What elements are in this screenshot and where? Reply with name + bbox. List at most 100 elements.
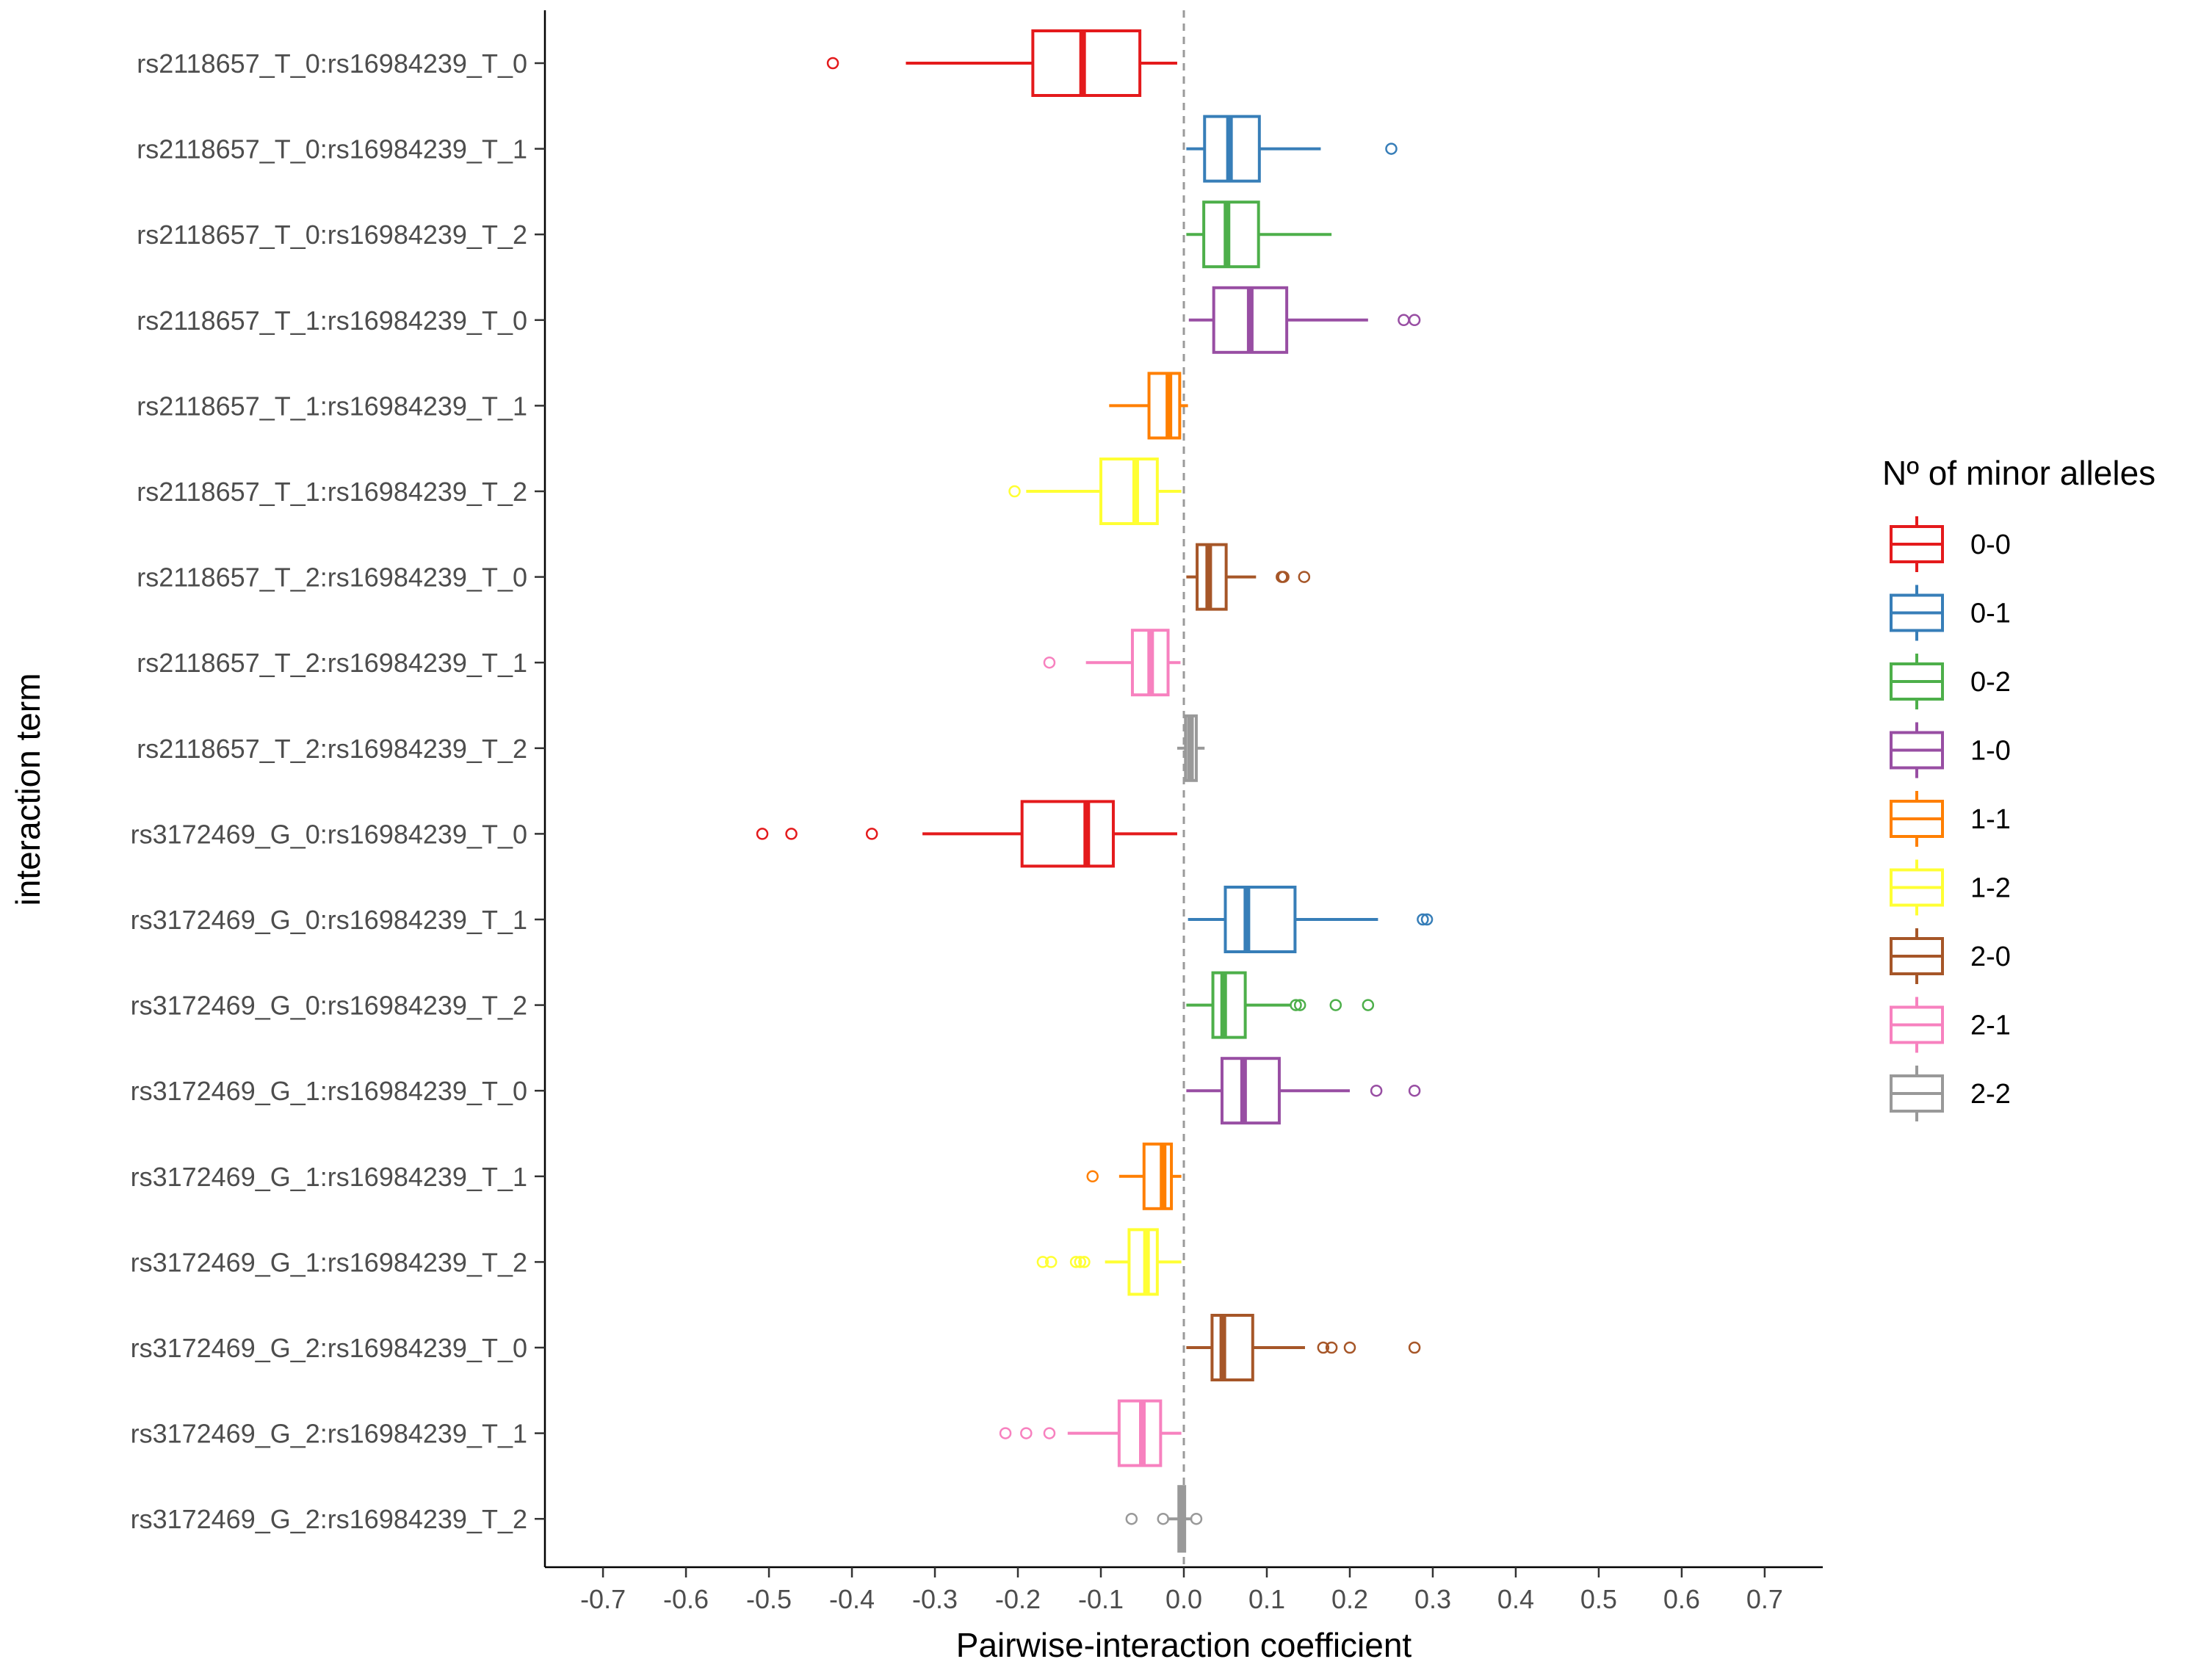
outlier-point (1044, 1256, 1058, 1268)
outlier-point (1277, 571, 1290, 583)
box-iqr (1220, 1057, 1281, 1125)
y-tick-label: rs3172469_G_2:rs16984239_T_2 (131, 1504, 527, 1534)
x-tick-label: 0.5 (1580, 1584, 1617, 1614)
x-axis-title: Pairwise-interaction coefficient (956, 1626, 1412, 1664)
box-iqr (1211, 971, 1247, 1039)
y-tick-label: rs2118657_T_0:rs16984239_T_2 (137, 220, 527, 250)
y-tick-label: rs2118657_T_2:rs16984239_T_1 (137, 648, 527, 678)
y-tick-label: rs2118657_T_1:rs16984239_T_1 (137, 391, 527, 421)
x-tick-label: 0.3 (1414, 1584, 1451, 1614)
outlier-point (1043, 656, 1056, 669)
y-tick-label: rs3172469_G_0:rs16984239_T_2 (131, 991, 527, 1021)
y-tick-label: rs2118657_T_1:rs16984239_T_2 (137, 477, 527, 507)
outlier-point (1078, 1256, 1091, 1268)
outlier-point (1362, 999, 1375, 1011)
box-0-1 (1188, 886, 1434, 953)
y-tick-label: rs3172469_G_2:rs16984239_T_1 (131, 1419, 527, 1449)
y-tick-label: rs2118657_T_1:rs16984239_T_0 (137, 306, 527, 336)
box-1-2 (1036, 1228, 1182, 1296)
x-tick-label: -0.3 (912, 1584, 958, 1614)
outlier-point (826, 57, 839, 70)
outlier-point (1293, 999, 1306, 1011)
box-iqr (1210, 1314, 1254, 1381)
box-1-1 (1086, 1142, 1182, 1210)
box-1-2 (1008, 458, 1182, 525)
x-tick-label: 0.4 (1497, 1584, 1534, 1614)
box-iqr (1020, 800, 1115, 868)
box-1-0 (1186, 1057, 1421, 1125)
box-0-2 (1186, 971, 1375, 1039)
box-iqr (1147, 372, 1182, 440)
legend-entry-1-2: 1-2 (1890, 859, 2011, 916)
y-tick-label: rs3172469_G_0:rs16984239_T_1 (131, 905, 527, 935)
x-tick-label: 0.6 (1663, 1584, 1700, 1614)
box-0-0 (826, 29, 1177, 97)
outlier-point (1343, 1341, 1356, 1354)
outlier-point (1408, 314, 1421, 327)
box-2-0 (1186, 543, 1311, 611)
y-tick-label: rs2118657_T_2:rs16984239_T_0 (137, 563, 527, 593)
legend-entry-2-0: 2-0 (1890, 928, 2011, 984)
box-iqr (1142, 1142, 1174, 1210)
outlier-point (1420, 913, 1434, 926)
outlier-point (1290, 999, 1302, 1011)
legend-entry-0-1: 0-1 (1890, 585, 2011, 641)
outlier-point (1074, 1256, 1087, 1268)
y-tick-label: rs2118657_T_0:rs16984239_T_1 (137, 134, 527, 165)
y-tick-label: rs2118657_T_2:rs16984239_T_2 (137, 734, 527, 764)
outlier-point (865, 828, 878, 840)
outlier-point (756, 828, 769, 840)
legend-label: 2-1 (1970, 1011, 2011, 1041)
box-2-0 (1186, 1314, 1421, 1381)
legend-label: 2-0 (1970, 941, 2011, 972)
outlier-point (1408, 1341, 1421, 1354)
x-tick-label: -0.4 (829, 1584, 875, 1614)
legend-label: 1-1 (1970, 804, 2011, 835)
legend-entry-0-2: 0-2 (1890, 654, 2011, 709)
y-tick-label: rs3172469_G_1:rs16984239_T_0 (131, 1076, 527, 1106)
x-tick-label: 0.1 (1248, 1584, 1285, 1614)
box-1-0 (1188, 286, 1421, 354)
legend-label: 1-2 (1970, 873, 2011, 904)
x-tick-label: -0.1 (1078, 1584, 1124, 1614)
legend-entry-1-1: 1-1 (1890, 791, 2011, 847)
box-iqr (1202, 200, 1260, 269)
outlier-point (1190, 1512, 1203, 1525)
box-iqr (1099, 458, 1159, 525)
outlier-point (1298, 571, 1311, 583)
x-tick-label: -0.7 (580, 1584, 626, 1614)
y-tick-label: rs3172469_G_0:rs16984239_T_0 (131, 819, 527, 849)
outlier-point (1325, 1341, 1338, 1354)
outlier-point (1086, 1170, 1099, 1183)
x-tick-label: 0.7 (1746, 1584, 1783, 1614)
x-tick-label: -0.5 (746, 1584, 792, 1614)
outlier-point (1020, 1427, 1033, 1439)
outlier-point (1125, 1512, 1138, 1525)
x-tick-label: -0.6 (663, 1584, 709, 1614)
outlier-point (1043, 1427, 1056, 1439)
legend-title: Nº of minor alleles (1882, 454, 2155, 492)
x-tick-label: -0.2 (995, 1584, 1041, 1614)
x-tick-label: 0.2 (1331, 1584, 1368, 1614)
y-tick-label: rs3172469_G_1:rs16984239_T_1 (131, 1162, 527, 1192)
axis-layer: -0.7 -0.6 -0.5 -0.4 -0.3 -0.2 -0.1 0.0 0.1 0.2 0.3… (131, 10, 1823, 1614)
box-iqr (1127, 1228, 1159, 1296)
outlier-point (1069, 1256, 1082, 1268)
y-tick-label: rs3172469_G_2:rs16984239_T_0 (131, 1333, 527, 1363)
outlier-point (1385, 142, 1398, 155)
legend-label: 2-2 (1970, 1079, 2011, 1110)
legend-label: 0-0 (1970, 529, 2011, 560)
outlier-point (1317, 1341, 1330, 1354)
outlier-point (1157, 1512, 1170, 1525)
box-2-1 (999, 1399, 1182, 1467)
box-iqr (1031, 29, 1142, 97)
x-tick-label: 0.0 (1165, 1584, 1202, 1614)
outlier-point (785, 828, 798, 840)
outlier-point (1008, 485, 1021, 498)
box-0-1 (1186, 115, 1398, 183)
box-iqr (1224, 886, 1297, 953)
y-tick-label: rs2118657_T_0:rs16984239_T_0 (137, 48, 527, 79)
legend-label: 0-2 (1970, 667, 2011, 698)
box-layer (756, 29, 1434, 1553)
